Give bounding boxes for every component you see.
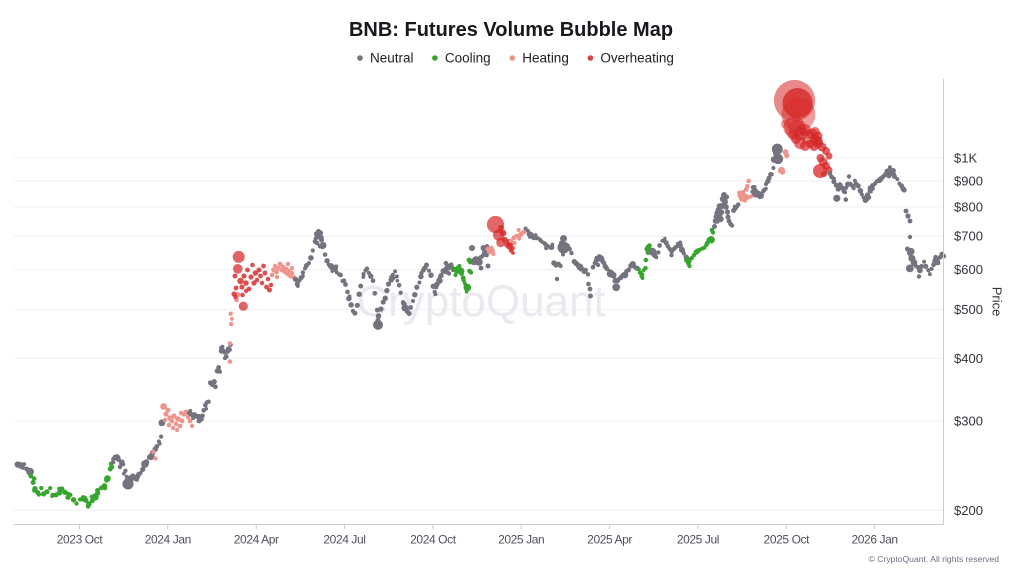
svg-text:2025 Apr: 2025 Apr: [587, 533, 632, 547]
svg-text:$400: $400: [954, 351, 983, 366]
svg-text:2025 Jan: 2025 Jan: [498, 533, 544, 547]
svg-text:2024 Jul: 2024 Jul: [323, 533, 365, 547]
svg-text:$900: $900: [954, 174, 983, 189]
svg-text:Heating: Heating: [522, 51, 569, 66]
svg-text:© CryptoQuant. All rights rese: © CryptoQuant. All rights reserved: [868, 554, 999, 564]
svg-text:Price: Price: [990, 287, 1005, 317]
svg-text:2023 Oct: 2023 Oct: [57, 533, 104, 547]
svg-text:2026 Jan: 2026 Jan: [852, 533, 898, 547]
svg-text:$200: $200: [954, 503, 983, 518]
svg-text:2025 Jul: 2025 Jul: [677, 533, 719, 547]
svg-text:Overheating: Overheating: [600, 51, 674, 66]
svg-text:BNB: Futures Volume Bubble Map: BNB: Futures Volume Bubble Map: [349, 19, 673, 41]
svg-text:$600: $600: [954, 262, 983, 277]
svg-text:Neutral: Neutral: [370, 51, 414, 66]
svg-text:2024 Apr: 2024 Apr: [234, 533, 279, 547]
svg-text:$700: $700: [954, 229, 983, 244]
svg-text:2024 Oct: 2024 Oct: [410, 533, 457, 547]
svg-text:2024 Jan: 2024 Jan: [145, 533, 191, 547]
svg-text:CryptoQuant: CryptoQuant: [356, 277, 605, 326]
svg-text:$800: $800: [954, 199, 983, 214]
svg-text:2025 Oct: 2025 Oct: [764, 533, 811, 547]
svg-text:Cooling: Cooling: [445, 51, 491, 66]
svg-text:$1K: $1K: [954, 151, 977, 166]
svg-text:$300: $300: [954, 414, 983, 429]
svg-text:$500: $500: [954, 302, 983, 317]
